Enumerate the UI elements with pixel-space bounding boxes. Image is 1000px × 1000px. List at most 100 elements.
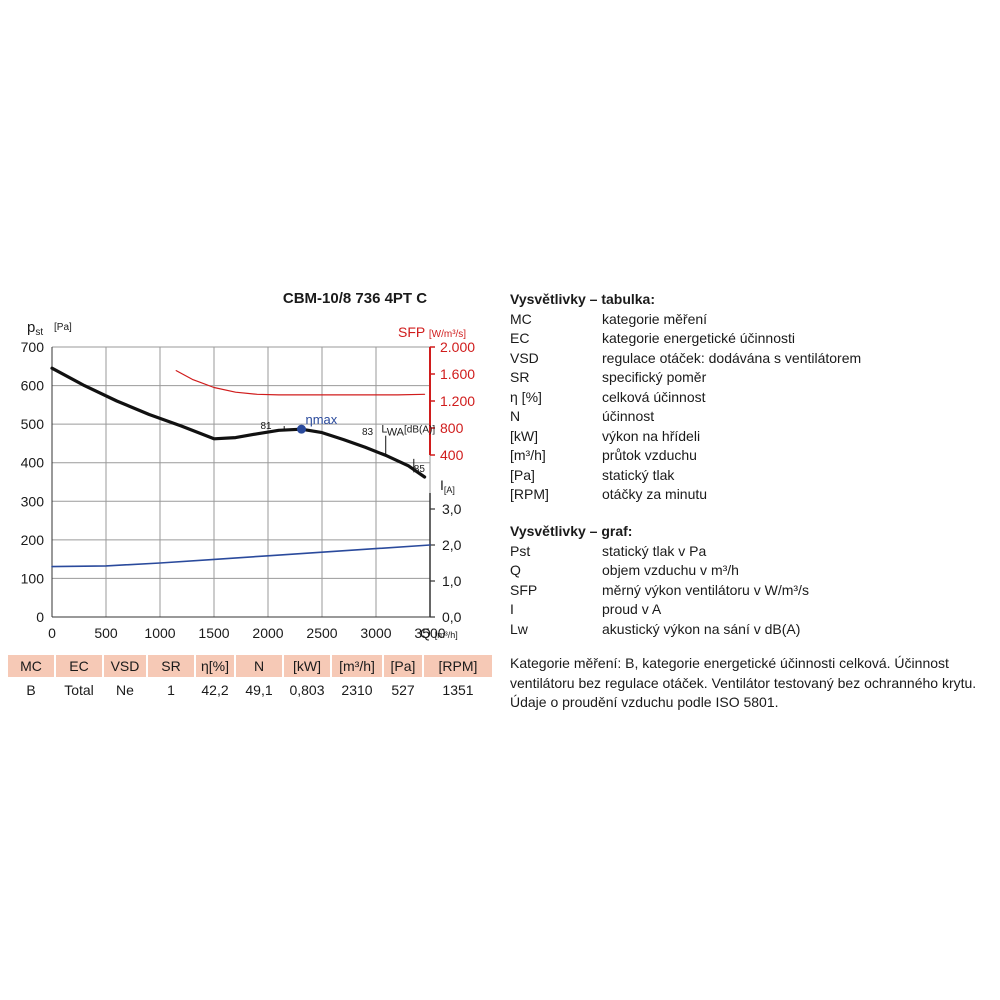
legend-description: objem vzduchu v m³/h [602, 562, 739, 578]
legend-description: statický tlak [602, 466, 675, 483]
legend-row: [kW] výkon na hřídeli [510, 427, 700, 447]
legend-key: Pst [510, 542, 531, 559]
table-header-cell: η[%] [196, 655, 234, 677]
legend-row: SR specifický poměr [510, 368, 706, 388]
table-value-cell: B [26, 682, 36, 698]
legend-row: [m³/h] průtok vzduchu [510, 446, 697, 466]
table-header-cell: N [236, 655, 282, 677]
sfp-tick-label: 1.600 [440, 366, 475, 382]
legend-description: měrný výkon ventilátoru v W/m³/s [602, 581, 809, 598]
legend-key: I [510, 601, 514, 617]
x-tick-label: 2000 [252, 625, 283, 641]
y-tick-label: 700 [21, 339, 45, 355]
table-header-cell: [kW] [284, 655, 330, 677]
y-axis-title-sub: st [35, 327, 43, 338]
grid [51, 346, 431, 618]
legend-key: N [510, 408, 521, 424]
x-tick-label: 1000 [144, 625, 175, 641]
legend-description: účinnost [602, 408, 655, 424]
y-tick-label: 400 [21, 455, 45, 471]
table-header-cell: [RPM] [424, 655, 492, 677]
current-tick-label: 0,0 [442, 609, 462, 625]
legend-description: kategorie měření [602, 310, 708, 327]
series-sfp [175, 370, 426, 396]
lwa-label-unit: [dB(A)] [404, 424, 435, 435]
table-header-cell: MC [8, 655, 54, 677]
table-value-cell: Total [64, 682, 94, 698]
x-tick-label: 3500 [414, 625, 445, 641]
measurement-note: Kategorie měření: B, kategorie energetic… [510, 655, 977, 710]
legend-row: [RPM] otáčky za minutu [510, 485, 707, 505]
legend-table: Vysvětlivky – tabulka: MC kategorie měřen… [510, 290, 861, 505]
legend-key: Q [510, 562, 521, 578]
sfp-tick-label: 800 [440, 420, 464, 436]
legend-key: [Pa] [510, 466, 535, 483]
y-axis-unit: [Pa] [54, 322, 72, 333]
eta-max-point [296, 424, 306, 434]
legend-description: specifický poměr [602, 369, 707, 385]
legend-row: SFP měrný výkon ventilátoru v W/m³/s [510, 581, 809, 601]
lwa-label-sub: WA [387, 426, 405, 438]
series-current [51, 544, 431, 568]
sfp-tick-label: 1.200 [440, 393, 475, 409]
legend-row: Pst statický tlak v Pa [510, 542, 706, 562]
legend-description: průtok vzduchu [602, 447, 697, 463]
legend-row: EC kategorie energetické účinnosti [510, 329, 795, 349]
x-tick-label: 0 [48, 625, 56, 641]
lwa-value-85: 85 [414, 464, 426, 475]
x-tick-label: 3000 [360, 625, 391, 641]
y-tick-label: 300 [21, 493, 45, 509]
legend-key: Lw [510, 620, 528, 637]
y-tick-label: 0 [36, 609, 44, 625]
legend-key: EC [510, 330, 530, 346]
current-tick-label: 1,0 [442, 573, 462, 589]
y-tick-label: 600 [21, 378, 45, 394]
axes [51, 346, 435, 618]
table-header-cell: SR [148, 655, 194, 677]
legend-row: VSD regulace otáček: dodávána s ventiláto… [510, 349, 861, 369]
sfp-axis-unit: [W/m³/s] [429, 329, 466, 340]
legend-key: [m³/h] [510, 447, 546, 463]
legend-key: MC [510, 310, 532, 327]
y-axis-title: pst [27, 319, 43, 338]
legend-description: proud v A [602, 601, 662, 617]
legend-description: kategorie energetické účinnosti [602, 330, 796, 346]
legend-table-title: Vysvětlivky – tabulka: [510, 291, 656, 307]
table-value-cell: 527 [391, 682, 415, 698]
legend-key: SR [510, 369, 530, 385]
legend-description: výkon na hřídeli [602, 427, 701, 444]
legend-description: statický tlak v Pa [602, 542, 707, 559]
legend-row: Lw akustický výkon na sání v dB(A) [510, 620, 800, 640]
legend-key: [kW] [510, 427, 538, 444]
current-tick-label: 3,0 [442, 501, 462, 517]
legend-description: otáčky za minutu [602, 486, 708, 502]
table-value-cell: Ne [116, 682, 134, 698]
legend-graph-title: Vysvětlivky – graf: [510, 523, 633, 539]
lwa-value-81: 81 [260, 421, 272, 432]
legend-key: η [%] [510, 388, 542, 405]
table-value-cell: 1351 [442, 682, 474, 698]
x-tick-label: 1500 [198, 625, 229, 641]
legend-description: celková účinnost [602, 388, 706, 405]
y-tick-label: 500 [21, 416, 45, 432]
table-value-cell: 0,803 [289, 682, 325, 698]
table-value-cell: 49,1 [245, 682, 273, 698]
sfp-tick-label: 2.000 [440, 339, 475, 355]
table-header-cell: EC [56, 655, 102, 677]
sfp-axis-title: SFP [W/m³/s] [398, 324, 466, 340]
y-tick-label: 200 [21, 532, 45, 548]
x-tick-label: 2500 [306, 625, 337, 641]
current-axis-unit: [A] [444, 485, 455, 495]
series-pressure [50, 366, 427, 479]
eta-max-label: ηmax [305, 412, 337, 427]
legend-row: η [%] celková účinnost [510, 388, 706, 408]
table-value-cell: 1 [167, 682, 175, 698]
table-header-cell: [m³/h] [332, 655, 382, 677]
sfp-tick-label: 400 [440, 447, 464, 463]
table-header-cell: VSD [104, 655, 146, 677]
current-axis-title: I[A] [440, 477, 455, 495]
series [50, 366, 431, 568]
